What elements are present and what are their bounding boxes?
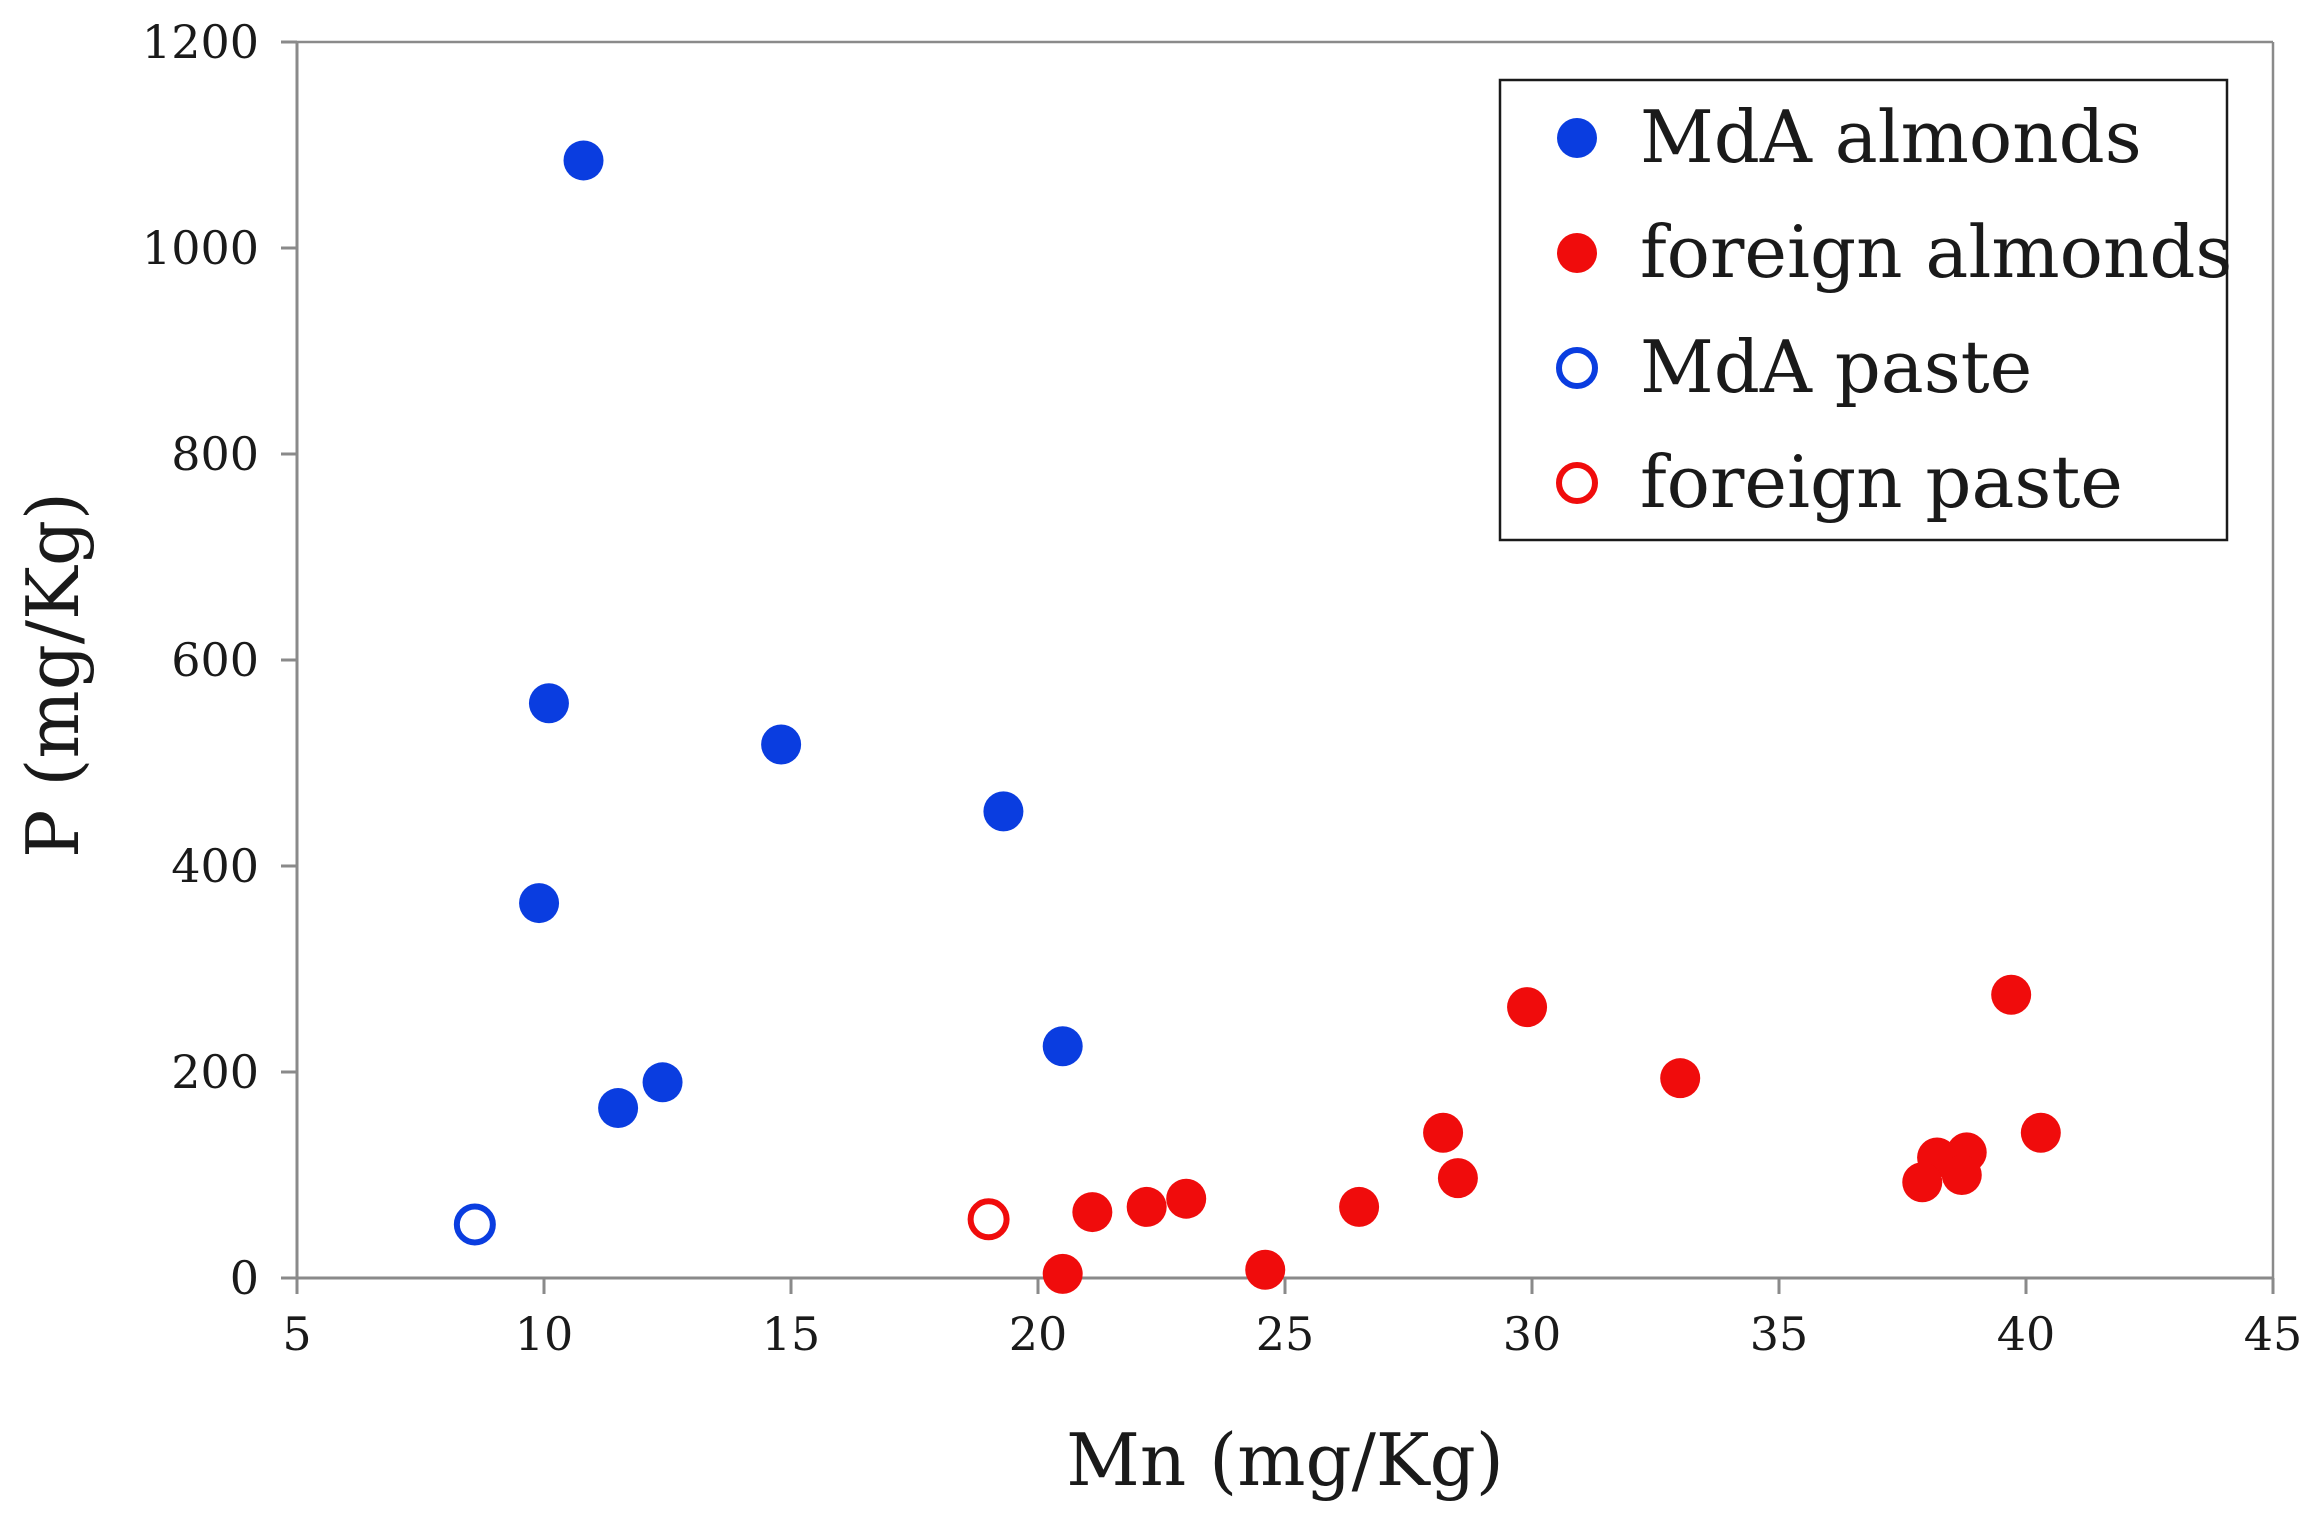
legend-box [1498,78,2229,542]
series-foreign-paste [967,1198,1010,1241]
data-point [528,683,569,724]
legend-label: MdA almonds [1640,95,2142,179]
data-point [1660,1058,1701,1099]
data-point [1042,1253,1083,1294]
x-tick-label: 25 [1256,1307,1315,1361]
plot-frame [297,40,2275,1278]
legend-marker [1557,118,1597,158]
x-tick-label: 30 [1503,1307,1562,1361]
x-axis-title: Mn (mg/Kg) [1066,1418,1504,1502]
series-foreign-almonds [1042,974,2061,1294]
data-point [1437,1158,1478,1199]
data-point [983,791,1024,832]
x-tick-label: 10 [515,1307,574,1361]
y-tick-label: 400 [171,839,259,893]
data-point [453,1203,496,1246]
x-tick-label: 45 [2244,1307,2303,1361]
y-tick-label: 800 [171,427,259,481]
legend: MdA almonds foreign almonds MdA paste forei… [1498,78,2232,542]
y-tick-label: 600 [171,633,259,687]
y-tick-label: 1200 [142,15,259,69]
data-points [453,140,2061,1294]
data-point [1126,1186,1167,1227]
data-point [1507,987,1548,1028]
data-point [1072,1192,1113,1233]
legend-label: foreign almonds [1640,210,2232,294]
data-point [761,724,802,765]
x-tick-label: 20 [1009,1307,1068,1361]
y-tick-label: 1000 [142,221,259,275]
data-point [642,1062,683,1103]
x-tick-label: 40 [1997,1307,2056,1361]
data-point [1166,1178,1207,1219]
y-tick-label: 0 [230,1251,259,1305]
data-point [2020,1112,2061,1153]
data-point [1902,1162,1943,1203]
data-point [598,1088,639,1129]
data-point [1991,974,2032,1015]
x-tick-label: 5 [282,1307,311,1361]
y-tick-label: 200 [171,1045,259,1099]
data-point [1245,1249,1286,1290]
legend-label: MdA paste [1640,325,2032,409]
y-axis: 0 200 400 600 800 1000 1200 [142,15,299,1305]
x-tick-label: 15 [762,1307,821,1361]
legend-marker [1556,347,1598,389]
data-point [1423,1112,1464,1153]
y-axis-title: P (mg/Kg) [11,492,95,858]
legend-label: foreign paste [1640,440,2123,524]
x-tick-label: 35 [1750,1307,1809,1361]
series-mda-paste [453,1203,496,1246]
series-mda-almonds [519,140,1083,1129]
data-point [1941,1155,1982,1195]
legend-marker [1557,233,1597,273]
x-axis: 5 10 15 20 25 30 35 40 45 [282,1276,2303,1361]
data-point [967,1198,1010,1241]
data-point [563,140,604,181]
legend-marker [1556,462,1598,504]
data-point [1339,1186,1380,1227]
data-point [1042,1026,1083,1067]
data-point [519,883,560,924]
